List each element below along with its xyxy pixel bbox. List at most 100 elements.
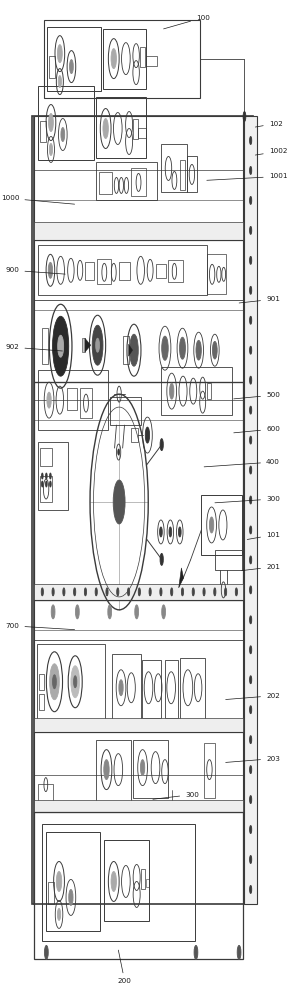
Bar	[103, 29, 146, 89]
Circle shape	[49, 481, 51, 487]
Bar	[165, 660, 178, 718]
Bar	[110, 397, 141, 425]
Text: 600: 600	[234, 426, 280, 433]
Text: 201: 201	[242, 564, 280, 571]
Circle shape	[235, 588, 237, 596]
Circle shape	[49, 473, 51, 479]
Circle shape	[250, 436, 252, 444]
Circle shape	[250, 646, 252, 654]
Circle shape	[160, 439, 163, 451]
Circle shape	[103, 119, 108, 139]
Circle shape	[192, 588, 194, 596]
Text: 100: 100	[164, 15, 210, 29]
Circle shape	[250, 556, 252, 564]
Bar	[112, 654, 141, 722]
Circle shape	[149, 588, 151, 596]
Bar	[38, 86, 93, 160]
Bar	[46, 832, 100, 931]
Text: 1000: 1000	[1, 195, 74, 204]
Bar	[134, 740, 168, 798]
Circle shape	[250, 796, 252, 804]
Bar	[44, 20, 200, 98]
Bar	[142, 660, 162, 718]
Circle shape	[141, 760, 145, 776]
Circle shape	[104, 760, 109, 780]
Circle shape	[74, 676, 77, 688]
Circle shape	[250, 406, 252, 414]
Circle shape	[250, 196, 252, 204]
Bar	[180, 160, 184, 190]
Circle shape	[45, 945, 48, 959]
Circle shape	[170, 383, 174, 399]
Bar	[49, 56, 55, 78]
Circle shape	[95, 588, 97, 596]
Text: 700: 700	[6, 623, 74, 630]
Text: 500: 500	[234, 392, 280, 399]
Text: 1001: 1001	[207, 173, 287, 180]
Bar	[180, 658, 205, 720]
Bar	[123, 336, 129, 364]
Circle shape	[250, 166, 252, 174]
Circle shape	[58, 335, 64, 357]
Bar	[38, 784, 53, 802]
Circle shape	[130, 334, 138, 366]
Circle shape	[250, 676, 252, 684]
Circle shape	[106, 588, 108, 596]
Bar	[34, 600, 243, 732]
Bar	[39, 694, 45, 710]
Bar	[48, 882, 54, 904]
Circle shape	[250, 856, 252, 863]
Bar	[34, 812, 243, 959]
Bar	[104, 840, 149, 921]
Bar	[207, 254, 226, 294]
Circle shape	[51, 605, 55, 619]
Circle shape	[74, 588, 76, 596]
Bar	[34, 116, 243, 240]
Bar	[134, 119, 138, 139]
Text: 203: 203	[226, 756, 280, 762]
Text: 300: 300	[153, 792, 199, 799]
Circle shape	[250, 316, 252, 324]
Circle shape	[49, 114, 53, 132]
Bar	[38, 644, 105, 722]
Circle shape	[162, 336, 168, 360]
Bar	[140, 47, 145, 67]
Circle shape	[250, 346, 252, 354]
Bar	[99, 172, 112, 194]
Circle shape	[52, 588, 54, 596]
Circle shape	[250, 466, 252, 474]
Circle shape	[71, 666, 79, 698]
Bar	[201, 495, 242, 555]
Circle shape	[92, 325, 103, 365]
Polygon shape	[129, 344, 133, 356]
Circle shape	[169, 527, 172, 537]
Bar	[131, 168, 146, 196]
Bar	[161, 367, 232, 415]
Text: 300: 300	[215, 496, 280, 503]
Bar	[141, 869, 145, 889]
Text: 1002: 1002	[255, 148, 287, 155]
Circle shape	[53, 675, 56, 689]
Bar	[34, 240, 243, 382]
Circle shape	[57, 908, 61, 920]
Circle shape	[61, 128, 65, 141]
Circle shape	[111, 49, 116, 69]
Bar	[34, 584, 243, 600]
Circle shape	[250, 496, 252, 504]
Bar	[96, 97, 146, 158]
Circle shape	[118, 449, 119, 455]
Bar	[155, 264, 166, 278]
Circle shape	[250, 137, 252, 144]
Bar	[97, 259, 111, 284]
Circle shape	[57, 45, 62, 63]
Bar	[34, 718, 243, 732]
Circle shape	[250, 526, 252, 534]
Bar	[85, 262, 94, 280]
Circle shape	[96, 338, 100, 352]
Bar	[215, 550, 242, 570]
Circle shape	[210, 517, 214, 533]
Circle shape	[203, 588, 205, 596]
Bar	[96, 162, 157, 200]
Circle shape	[160, 588, 162, 596]
Circle shape	[69, 889, 73, 905]
